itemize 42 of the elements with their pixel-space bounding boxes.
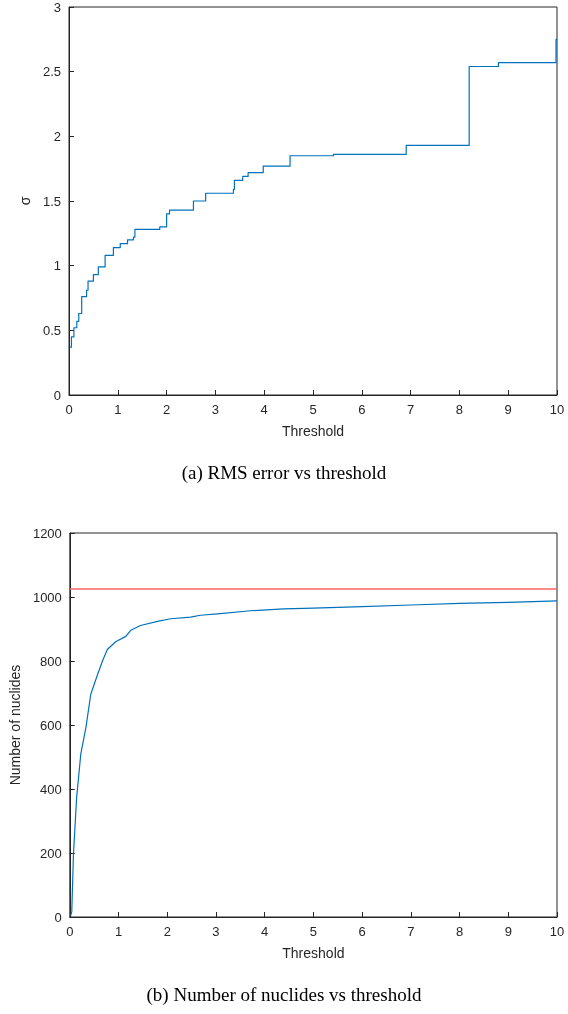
y-tick-label: 400 xyxy=(40,781,62,797)
x-tick-label: 1 xyxy=(114,402,122,417)
text: (b) Number of nuclides vs threshold xyxy=(146,984,422,1006)
y-tick-label: 1 xyxy=(53,258,61,274)
y-axis-title: σ xyxy=(17,196,34,206)
x-tick-label: 4 xyxy=(260,402,268,417)
x-tick-label: 7 xyxy=(407,924,415,939)
x-tick-label: 1 xyxy=(114,924,123,939)
y-tick-label: 1200 xyxy=(32,525,62,541)
x-tick-label: 2 xyxy=(163,924,171,939)
x-tick-label: 10 xyxy=(549,924,565,939)
x-tick-label: 0 xyxy=(65,402,73,417)
x-axis-title: Threshold xyxy=(281,423,345,439)
y-tick-label: 2.5 xyxy=(42,64,61,80)
x-axis-title: Threshold xyxy=(282,945,345,961)
x-tick-label: 5 xyxy=(309,402,317,417)
y-tick-label: 800 xyxy=(40,653,62,669)
y-tick-label: 0.5 xyxy=(42,322,61,338)
y-axis-title: Number of nuclides xyxy=(7,664,23,786)
x-tick-label: 9 xyxy=(504,924,512,939)
x-tick-label: 4 xyxy=(261,924,269,939)
y-tick-label: 0 xyxy=(53,387,61,403)
y-tick-label: 0 xyxy=(54,909,62,925)
y-tick-label: 3 xyxy=(53,0,61,15)
x-tick-label: 0 xyxy=(66,924,74,939)
y-tick-label: 600 xyxy=(40,717,62,733)
x-tick-label: 8 xyxy=(455,402,464,417)
x-tick-label: 8 xyxy=(455,924,464,939)
x-tick-label: 6 xyxy=(358,402,366,417)
x-tick-label: 5 xyxy=(309,924,318,939)
x-tick-label: 9 xyxy=(504,402,512,417)
y-tick-label: 200 xyxy=(40,845,62,861)
x-tick-label: 2 xyxy=(162,402,171,417)
y-tick-label: 2 xyxy=(53,128,61,144)
text: (a) RMS error vs threshold xyxy=(181,462,387,484)
x-tick-label: 10 xyxy=(549,402,565,417)
x-tick-label: 6 xyxy=(358,924,366,939)
x-tick-label: 3 xyxy=(211,402,220,417)
x-tick-label: 7 xyxy=(406,402,415,417)
y-tick-label: 1000 xyxy=(32,589,62,605)
y-tick-label: 1.5 xyxy=(42,193,61,209)
x-tick-label: 3 xyxy=(212,924,220,939)
